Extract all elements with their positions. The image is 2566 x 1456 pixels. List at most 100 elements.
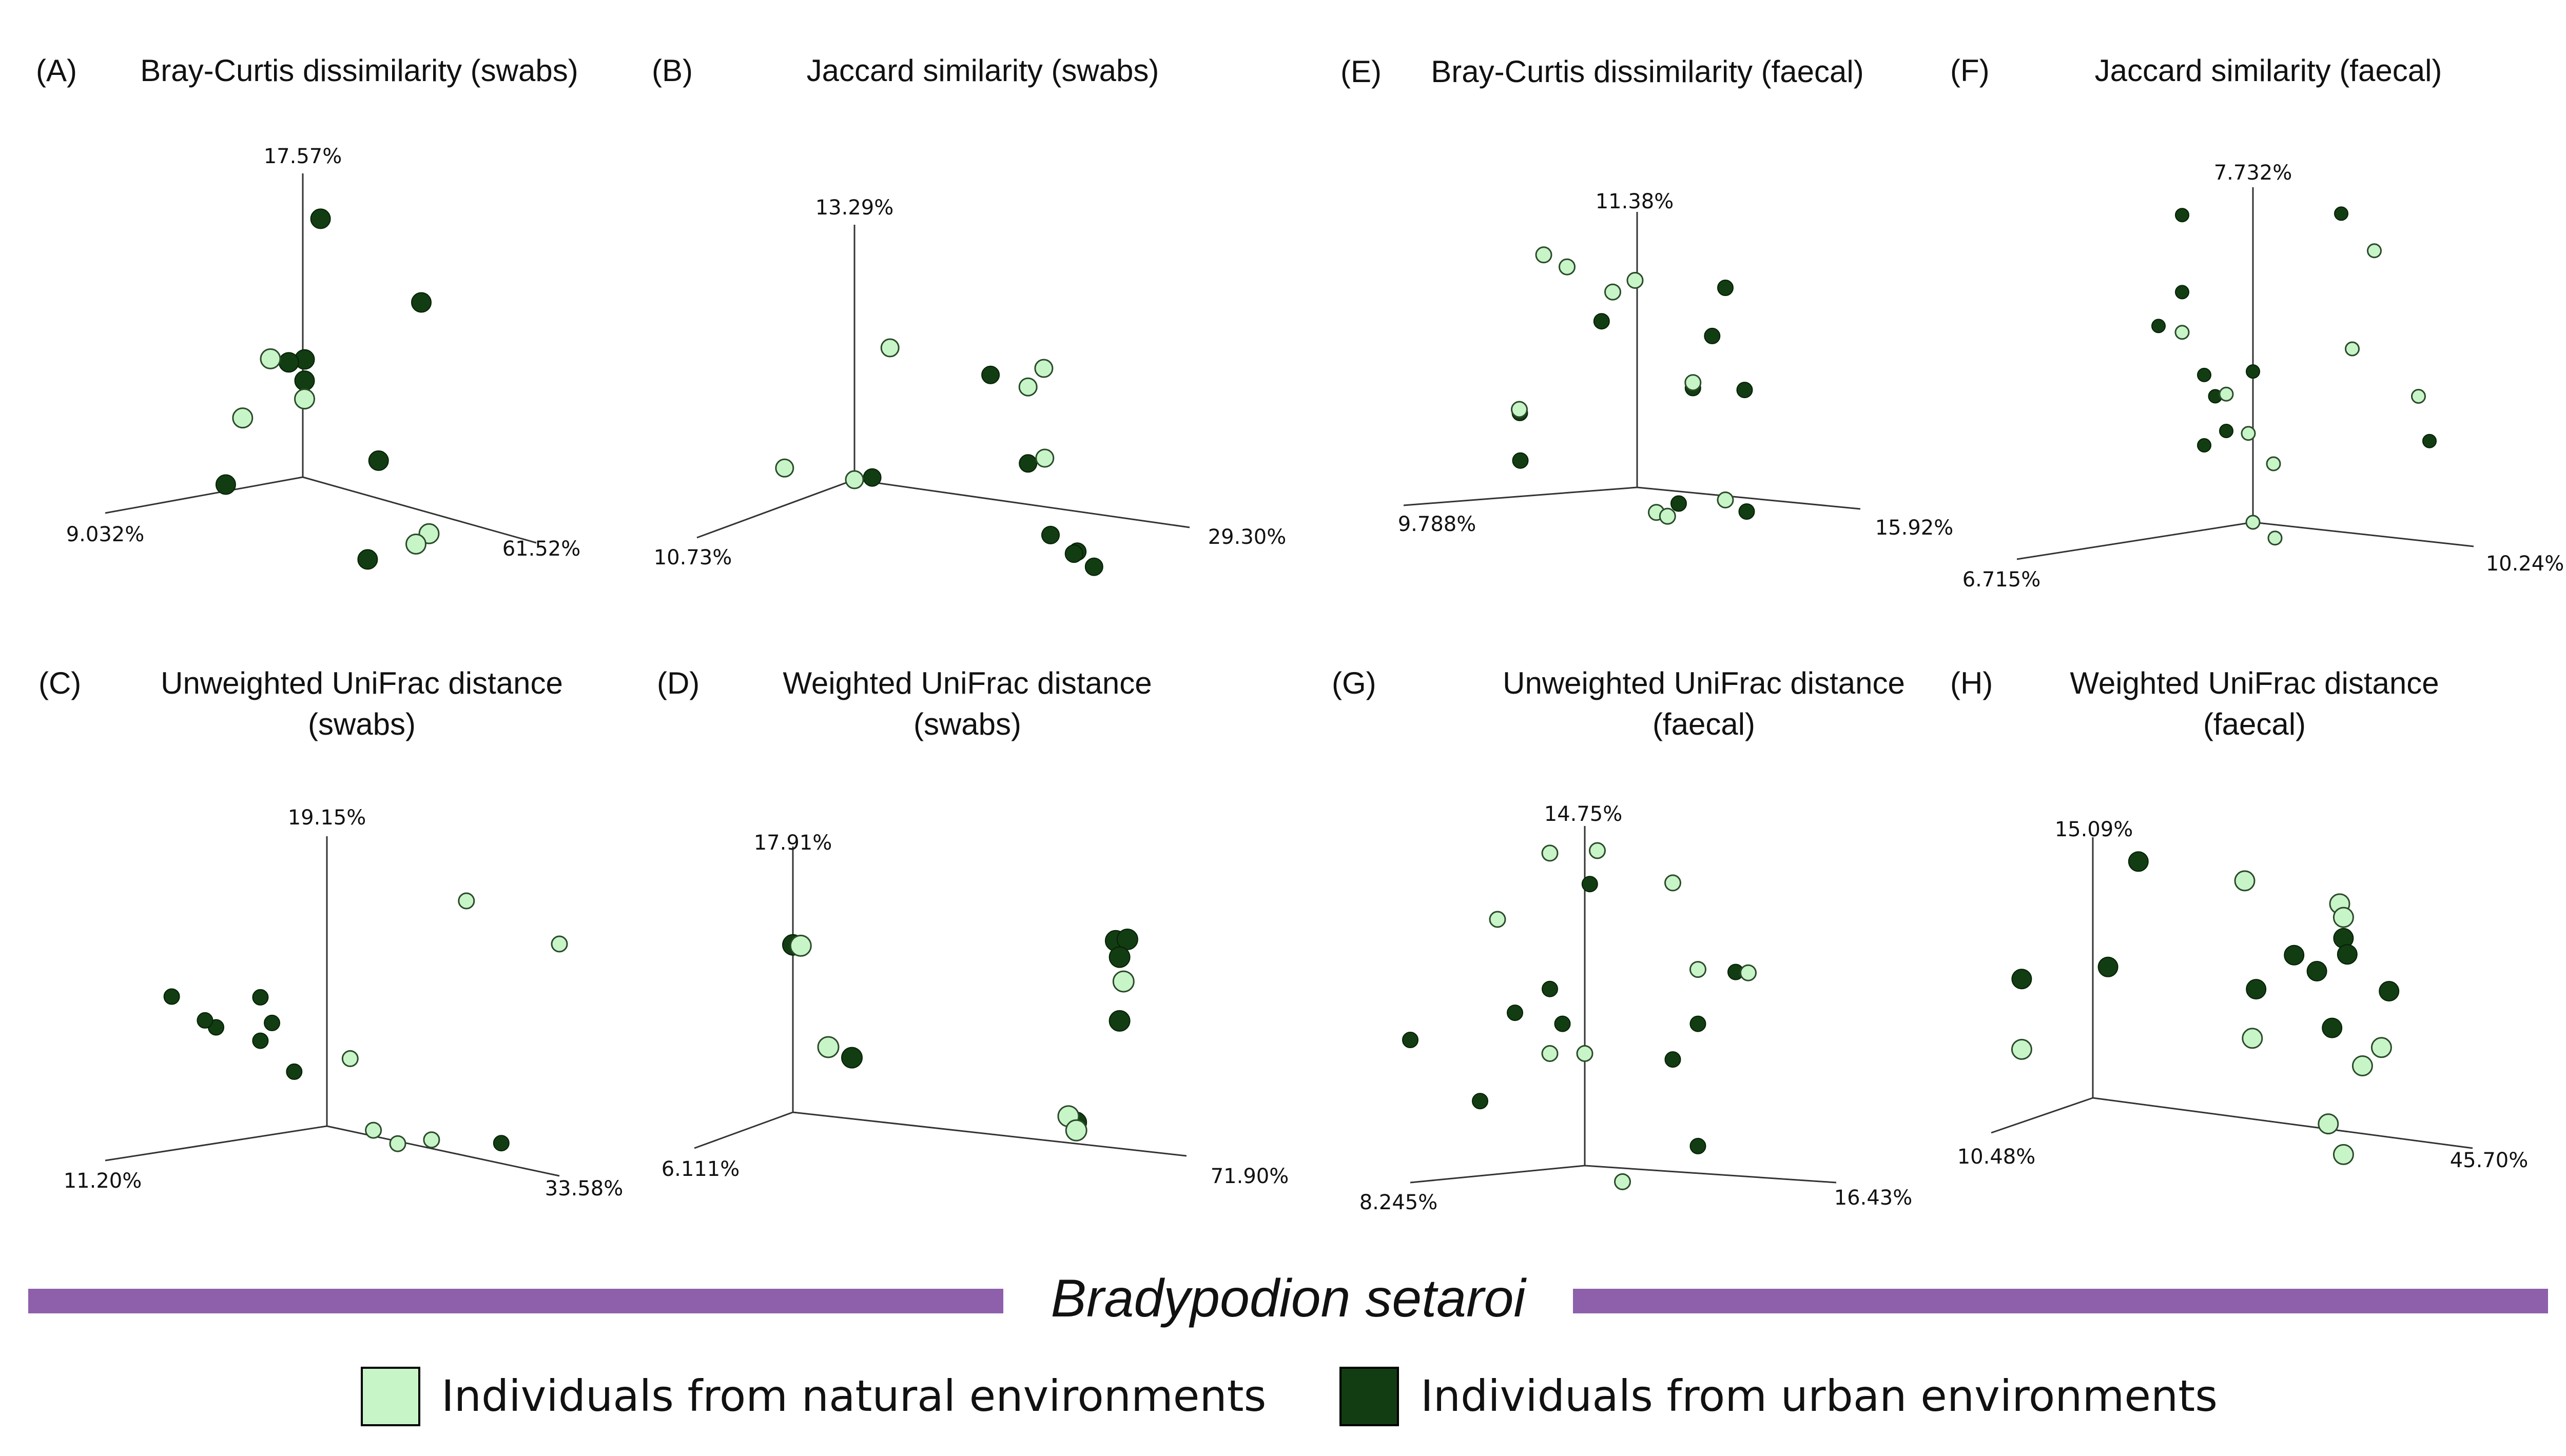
point-natural [2332, 1144, 2354, 1165]
point-urban [2246, 979, 2267, 1000]
point-natural [2367, 243, 2382, 259]
axis-z-label: 17.57% [264, 145, 342, 168]
point-urban [215, 474, 236, 495]
point-urban [2246, 364, 2260, 379]
panel-title-line-1: Jaccard similarity (faecal) [2095, 53, 2442, 88]
point-urban [1109, 946, 1131, 968]
axis-x-line [1403, 486, 1638, 506]
axis-x-label: 10.73% [654, 546, 732, 569]
point-natural [2318, 1113, 2339, 1135]
point-urban [2197, 438, 2211, 452]
point-urban [368, 450, 389, 471]
axis-y-line [2092, 1097, 2473, 1149]
point-natural [2234, 870, 2256, 892]
point-natural [1112, 970, 1135, 993]
point-natural [1511, 401, 1528, 418]
point-urban [411, 292, 432, 313]
axis-x-label: 8.245% [1359, 1191, 1438, 1214]
point-urban [2175, 208, 2189, 223]
point-urban [1717, 280, 1734, 296]
point-natural [1717, 491, 1734, 508]
species-name: Bradypodion setaroi [1051, 1269, 1527, 1328]
point-urban [2422, 434, 2437, 448]
point-natural [551, 935, 568, 953]
point-urban [1689, 1137, 1706, 1154]
point-urban [981, 365, 1000, 384]
point-natural [294, 388, 315, 410]
point-natural [1541, 844, 1559, 862]
point-urban [1402, 1032, 1418, 1048]
species-and-legend: Bradypodion setaroi Individuals from nat… [28, 1269, 2548, 1426]
point-urban [357, 549, 378, 570]
point-urban [1664, 1051, 1681, 1068]
point-natural [2245, 515, 2261, 530]
legend-label-natural: Individuals from natural environments [441, 1371, 1266, 1421]
point-natural [2242, 1028, 2263, 1049]
axis-x-label: 9.032% [66, 523, 145, 546]
point-urban [493, 1135, 510, 1152]
point-urban [294, 370, 315, 391]
panel-title-line-1: Weighted UniFrac distance [2070, 666, 2439, 700]
panel-title-line-1: Weighted UniFrac distance [783, 666, 1152, 700]
point-urban [1019, 454, 1038, 473]
panel-g: (G) Unweighted UniFrac distance (faecal) 8.… [1332, 666, 1912, 1214]
point-natural [458, 892, 475, 910]
point-natural [2266, 456, 2281, 471]
panel-title-line-2: (swabs) [913, 707, 1021, 741]
point-urban [2011, 969, 2032, 990]
panel-title-line-1: Jaccard similarity (swabs) [807, 53, 1159, 88]
point-urban [1084, 557, 1103, 576]
point-urban [2337, 944, 2358, 965]
axis-y-label: 10.24% [2486, 552, 2564, 576]
panel-title-line-1: Bray-Curtis dissimilarity (swabs) [140, 53, 578, 88]
point-urban [1041, 525, 1060, 544]
species-band-left [28, 1289, 1003, 1313]
point-natural [2332, 907, 2354, 928]
point-urban [2322, 1017, 2343, 1038]
axis-x-line [1410, 1165, 1585, 1184]
point-natural [2219, 386, 2234, 402]
panel-title-line-1: Bray-Curtis dissimilarity (faecal) [1431, 54, 1863, 89]
point-natural [1614, 1173, 1631, 1190]
point-urban [252, 989, 269, 1006]
point-natural [1541, 1045, 1559, 1062]
panel-letter: (G) [1332, 666, 1376, 700]
axis-y-line [854, 479, 1190, 528]
axis-z-label: 19.15% [288, 806, 366, 830]
panel-h: (H) Weighted UniFrac distance (faecal) 10.4… [1950, 666, 2528, 1172]
point-urban [2197, 367, 2211, 382]
point-urban [197, 1012, 213, 1029]
point-urban [2284, 945, 2305, 966]
axis-y-line [302, 476, 537, 544]
point-natural [1535, 246, 1552, 264]
panel-b: (B) Jaccard similarity (swabs) 10.73% 29.30… [652, 53, 1286, 576]
point-urban [863, 468, 882, 487]
point-natural [2011, 1038, 2032, 1060]
panel-f: (F) Jaccard similarity (faecal) 6.715% 10.2… [1950, 53, 2564, 592]
axis-z-label: 15.09% [2055, 818, 2133, 841]
point-natural [365, 1121, 382, 1139]
panel-d: (D) Weighted UniFrac distance (swabs) 6.111… [657, 666, 1289, 1188]
point-natural [2411, 389, 2426, 404]
axis-x-line [105, 476, 303, 514]
point-natural [1604, 283, 1621, 301]
point-natural [341, 1050, 359, 1067]
axis-y-line [2252, 521, 2474, 547]
point-urban [1542, 980, 1558, 997]
axis-x-line [694, 1111, 793, 1149]
axis-x-line [105, 1125, 327, 1162]
axis-y-label: 61.52% [502, 537, 581, 561]
point-urban [1738, 503, 1755, 520]
panel-e: (E) Bray-Curtis dissimilarity (faecal) 9.7… [1340, 54, 1953, 540]
legend-label-urban: Individuals from urban environments [1421, 1371, 2218, 1421]
point-urban [264, 1014, 280, 1031]
point-natural [1559, 258, 1576, 276]
point-natural [260, 348, 281, 369]
point-natural [845, 470, 864, 489]
point-natural [880, 338, 900, 358]
point-natural [1035, 448, 1055, 468]
axis-x-line [1991, 1097, 2093, 1134]
panel-title-line-2: (faecal) [2203, 707, 2306, 741]
panel-letter: (A) [36, 53, 77, 88]
point-urban [286, 1063, 303, 1080]
